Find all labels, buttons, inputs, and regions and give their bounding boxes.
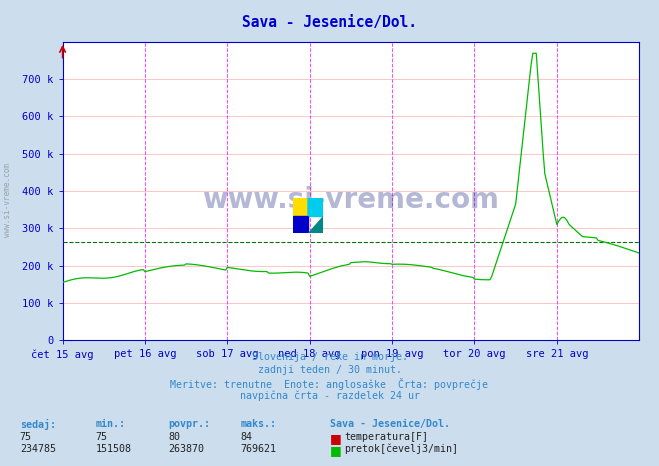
Text: ■: ■ bbox=[330, 444, 341, 457]
Bar bbox=[293, 198, 308, 215]
Text: Meritve: trenutne  Enote: anglosaške  Črta: povprečje: Meritve: trenutne Enote: anglosaške Črta… bbox=[171, 378, 488, 390]
Text: pretok[čevelj3/min]: pretok[čevelj3/min] bbox=[344, 444, 458, 454]
Text: 75: 75 bbox=[20, 432, 32, 442]
Polygon shape bbox=[308, 198, 323, 215]
Text: maks.:: maks.: bbox=[241, 419, 277, 429]
Text: Sava - Jesenice/Dol.: Sava - Jesenice/Dol. bbox=[330, 419, 449, 429]
Text: 769621: 769621 bbox=[241, 444, 277, 453]
Text: temperatura[F]: temperatura[F] bbox=[344, 432, 428, 442]
Text: www.si-vreme.com: www.si-vreme.com bbox=[202, 186, 500, 214]
Text: 234785: 234785 bbox=[20, 444, 56, 453]
Text: Slovenija / reke in morje.: Slovenija / reke in morje. bbox=[252, 352, 407, 362]
Text: 75: 75 bbox=[96, 432, 107, 442]
Text: www.si-vreme.com: www.si-vreme.com bbox=[3, 164, 13, 237]
Text: sedaj:: sedaj: bbox=[20, 419, 56, 431]
Text: navpična črta - razdelek 24 ur: navpična črta - razdelek 24 ur bbox=[239, 391, 420, 402]
Text: 151508: 151508 bbox=[96, 444, 132, 453]
Text: povpr.:: povpr.: bbox=[168, 419, 210, 429]
Text: 84: 84 bbox=[241, 432, 252, 442]
Bar bbox=[293, 215, 308, 233]
Text: zadnji teden / 30 minut.: zadnji teden / 30 minut. bbox=[258, 365, 401, 375]
Polygon shape bbox=[308, 215, 323, 233]
Text: 80: 80 bbox=[168, 432, 180, 442]
Text: Sava - Jesenice/Dol.: Sava - Jesenice/Dol. bbox=[242, 15, 417, 30]
Text: min.:: min.: bbox=[96, 419, 126, 429]
Text: 263870: 263870 bbox=[168, 444, 204, 453]
Text: ■: ■ bbox=[330, 432, 341, 445]
Bar bbox=[308, 198, 323, 215]
